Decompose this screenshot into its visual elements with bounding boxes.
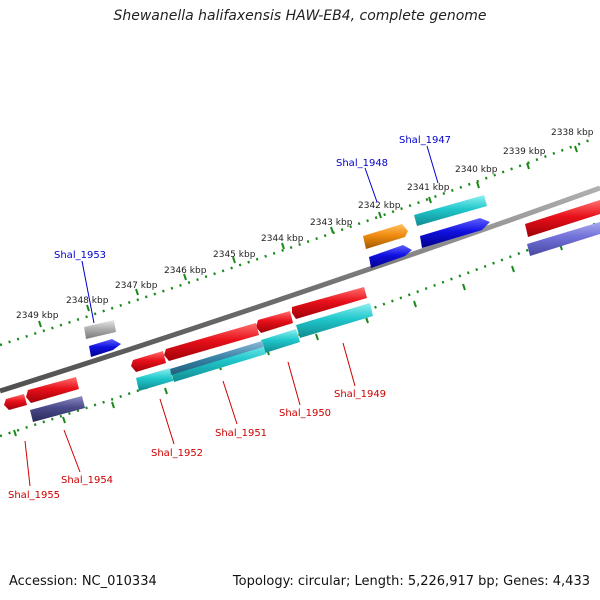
gene-arrow[interactable]: [26, 377, 79, 403]
scale-label: 2339 kbp: [503, 147, 546, 157]
scale-labels: 2338 kbp 2339 kbp 2340 kbp 2341 kbp 2342…: [16, 128, 594, 321]
genome-backbone: [0, 185, 600, 394]
genome-summary-text: Topology: circular; Length: 5,226,917 bp…: [232, 574, 590, 589]
gene-label-shal-1947[interactable]: Shal_1947: [399, 135, 451, 146]
accession-text: Accession: NC_010334: [9, 574, 157, 589]
scale-label: 2343 kbp: [310, 218, 353, 228]
gene-label-shal-1953[interactable]: Shal_1953: [54, 250, 106, 261]
forward-major-ticks: [38, 145, 578, 328]
gene-label-shal-1949[interactable]: Shal_1949: [334, 389, 386, 400]
scale-label: 2345 kbp: [213, 250, 256, 260]
scale-label: 2344 kbp: [261, 234, 304, 244]
gene-arrow[interactable]: [30, 396, 85, 422]
gene-arrow[interactable]: [136, 368, 173, 391]
gene-arrow[interactable]: [525, 200, 600, 237]
gene-arrow[interactable]: [261, 329, 300, 353]
gene-arrow[interactable]: [527, 222, 600, 256]
gene-arrow[interactable]: [4, 394, 27, 410]
gene-arrow[interactable]: [296, 303, 373, 338]
scale-label: 2341 kbp: [407, 183, 450, 193]
gene-arrow[interactable]: [84, 320, 116, 339]
gene-arrow[interactable]: [164, 323, 259, 361]
gene-arrow[interactable]: [256, 311, 293, 333]
scale-label: 2338 kbp: [551, 128, 594, 138]
reverse-gene-labels: Shal_1949 Shal_1950 Shal_1951 Shal_1952 …: [8, 389, 386, 501]
forward-genes: [84, 195, 600, 357]
forward-leaders: [81, 145, 439, 324]
gene-label-shal-1951[interactable]: Shal_1951: [215, 428, 267, 439]
gene-label-shal-1954[interactable]: Shal_1954: [61, 475, 113, 486]
map-title: Shewanella halifaxensis HAW-EB4, complet…: [113, 8, 487, 24]
gene-arrow[interactable]: [420, 218, 490, 248]
scale-label: 2346 kbp: [164, 266, 207, 276]
scale-label: 2349 kbp: [16, 311, 59, 321]
gene-label-shal-1955[interactable]: Shal_1955: [8, 490, 60, 501]
forward-gene-labels: Shal_1947 Shal_1948 Shal_1953: [54, 135, 451, 261]
gene-arrow[interactable]: [369, 245, 412, 268]
scale-label: 2340 kbp: [455, 165, 498, 175]
gene-arrow[interactable]: [414, 195, 487, 226]
reverse-leaders: [24, 342, 356, 487]
gene-arrow[interactable]: [89, 339, 121, 357]
gene-arrow[interactable]: [131, 351, 166, 372]
gene-arrow[interactable]: [170, 341, 263, 375]
reverse-genes: [4, 287, 373, 422]
scale-label: 2347 kbp: [115, 281, 158, 291]
scale-label: 2342 kbp: [358, 201, 401, 211]
scale-label: 2348 kbp: [66, 296, 109, 306]
gene-label-shal-1950[interactable]: Shal_1950: [279, 408, 331, 419]
gene-label-shal-1952[interactable]: Shal_1952: [151, 448, 203, 459]
gene-arrow[interactable]: [292, 287, 367, 319]
gene-arrow[interactable]: [363, 224, 408, 249]
gene-label-shal-1948[interactable]: Shal_1948: [336, 158, 388, 169]
